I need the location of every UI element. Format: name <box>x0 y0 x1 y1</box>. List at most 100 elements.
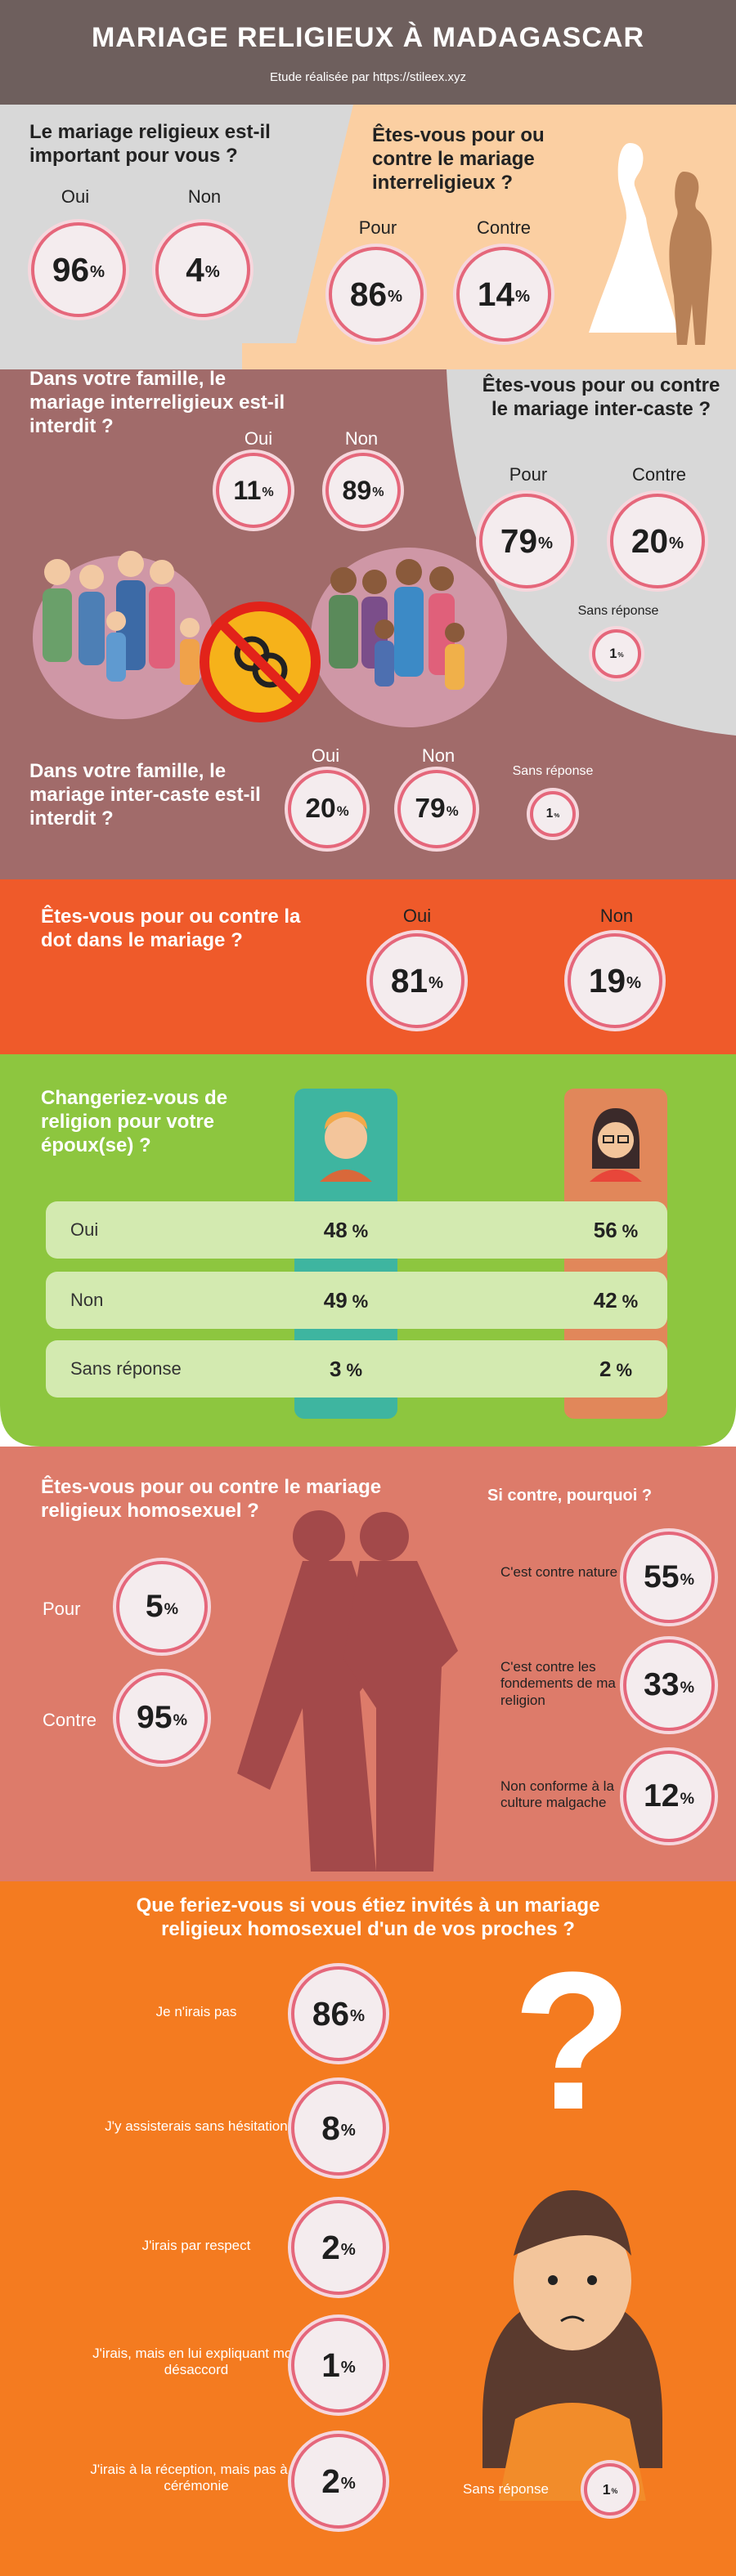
percent-circle: 8% <box>291 2081 386 2176</box>
question: Êtes-vous pour ou contre le mariage reli… <box>41 1476 382 1522</box>
row-label: Sans réponse <box>70 1358 182 1379</box>
percent-circle: 20% <box>610 494 705 588</box>
percent-circle: 5% <box>116 1561 208 1652</box>
percent-sign: % <box>352 1221 369 1241</box>
percent-value: 86 <box>312 1994 350 2033</box>
percent-value: 79 <box>500 521 538 560</box>
answer-label: Sans réponse <box>463 2481 549 2497</box>
percent-sign: % <box>346 1360 363 1380</box>
answer-label: Non <box>344 428 379 449</box>
percent-value: 79 <box>415 794 446 824</box>
family-left <box>43 551 200 685</box>
row-value: 48% <box>294 1218 397 1243</box>
bride <box>589 143 679 333</box>
percent-sign: % <box>680 1570 695 1589</box>
percent-value: 55 <box>643 1559 680 1594</box>
percent-sign: % <box>340 2359 356 2377</box>
percent-value: 33 <box>643 1667 680 1702</box>
percent-value: 1 <box>545 807 554 821</box>
percent-value: 96 <box>52 250 90 288</box>
header-band <box>0 0 736 105</box>
question: Êtes-vous pour ou contre le mariage inte… <box>482 374 720 420</box>
question: Changeriez-vous de religion pour votre é… <box>41 1087 228 1156</box>
percent-sign: % <box>429 974 444 993</box>
percent-sign: % <box>515 288 531 306</box>
groom <box>669 172 712 345</box>
percent-circle: 89% <box>325 453 401 528</box>
percent-sign: % <box>622 1291 639 1312</box>
percent-circle: 1% <box>584 2463 636 2516</box>
percent-value: 89 <box>342 475 372 505</box>
percent-sign: % <box>336 803 349 819</box>
percent-sign: % <box>90 263 105 282</box>
answer-label: Contre <box>476 217 532 238</box>
percent-circle: 12% <box>623 1751 715 1842</box>
percent-sign: % <box>626 974 642 993</box>
forbidden-sign <box>200 602 321 722</box>
percent-value: 2 <box>599 1357 612 1381</box>
percent-sign: % <box>680 1678 695 1697</box>
answer-label: C'est contre les fondements de ma religi… <box>500 1659 616 1708</box>
percent-value: 4 <box>186 250 204 288</box>
percent-sign: % <box>611 2486 618 2495</box>
question-mark: ? <box>513 1931 633 2150</box>
table-row <box>46 1272 667 1329</box>
percent-sign: % <box>388 288 403 306</box>
answer-label: J'irais à la réception, mais pas à la cé… <box>90 2462 303 2494</box>
percent-sign: % <box>262 485 274 500</box>
percent-circle: 1% <box>291 2318 386 2413</box>
percent-circle: 11% <box>216 453 291 528</box>
row-value: 49% <box>294 1288 397 1313</box>
percent-value: 3 <box>329 1357 342 1381</box>
percent-sign: % <box>352 1291 369 1312</box>
percent-value: 20 <box>305 794 336 824</box>
answer-label: Sans réponse <box>577 604 659 618</box>
percent-sign: % <box>554 811 560 819</box>
couple-silhouette <box>237 1510 458 1872</box>
answer-label: Oui <box>244 428 273 449</box>
answer-label: Oui <box>61 186 90 207</box>
question: Dans votre famille, le mariage inter-cas… <box>29 760 261 830</box>
percent-value: 12 <box>643 1778 680 1813</box>
percent-circle: 86% <box>291 1966 386 2061</box>
answer-label: Contre <box>631 464 687 485</box>
table-row <box>46 1201 667 1259</box>
percent-circle: 2% <box>291 2434 386 2529</box>
percent-circle: 2% <box>291 2200 386 2295</box>
percent-value: 19 <box>588 961 626 1000</box>
percent-sign: % <box>164 1599 179 1618</box>
percent-sign: % <box>173 1711 188 1729</box>
percent-circle: 95% <box>116 1672 208 1764</box>
percent-circle: 55% <box>623 1532 715 1623</box>
percent-value: 11 <box>233 475 262 505</box>
percent-value: 49 <box>323 1288 348 1313</box>
percent-value: 86 <box>349 275 388 313</box>
percent-circle: 96% <box>31 222 126 317</box>
percent-sign: % <box>340 2241 356 2260</box>
percent-sign: % <box>340 2122 356 2140</box>
percent-value: 14 <box>477 275 515 313</box>
percent-circle: 20% <box>288 770 366 848</box>
answer-label: Non <box>599 906 634 926</box>
answer-label: Pour <box>43 1599 81 1619</box>
percent-value: 1 <box>602 2480 611 2498</box>
percent-sign: % <box>204 263 220 282</box>
percent-circle: 1% <box>530 791 576 837</box>
percent-circle: 81% <box>370 933 464 1028</box>
answer-label: Je n'irais pas <box>155 2004 237 2019</box>
row-value: 3% <box>294 1357 397 1382</box>
answer-label: Oui <box>402 906 432 926</box>
percent-circle: 33% <box>623 1639 715 1731</box>
question: Le mariage religieux est-il important po… <box>29 121 271 167</box>
percent-sign: % <box>340 2475 356 2493</box>
percent-circle: 86% <box>329 247 424 342</box>
percent-value: 2 <box>321 2228 340 2266</box>
answer-label: J'irais, mais en lui expliquant mon désa… <box>92 2346 300 2378</box>
percent-circle: 14% <box>456 247 551 342</box>
percent-value: 1 <box>609 646 617 661</box>
percent-sign: % <box>372 485 384 500</box>
percent-sign: % <box>680 1789 695 1808</box>
percent-circle: 79% <box>397 770 476 848</box>
answer-label: Non conforme à la culture malgache <box>500 1778 614 1811</box>
